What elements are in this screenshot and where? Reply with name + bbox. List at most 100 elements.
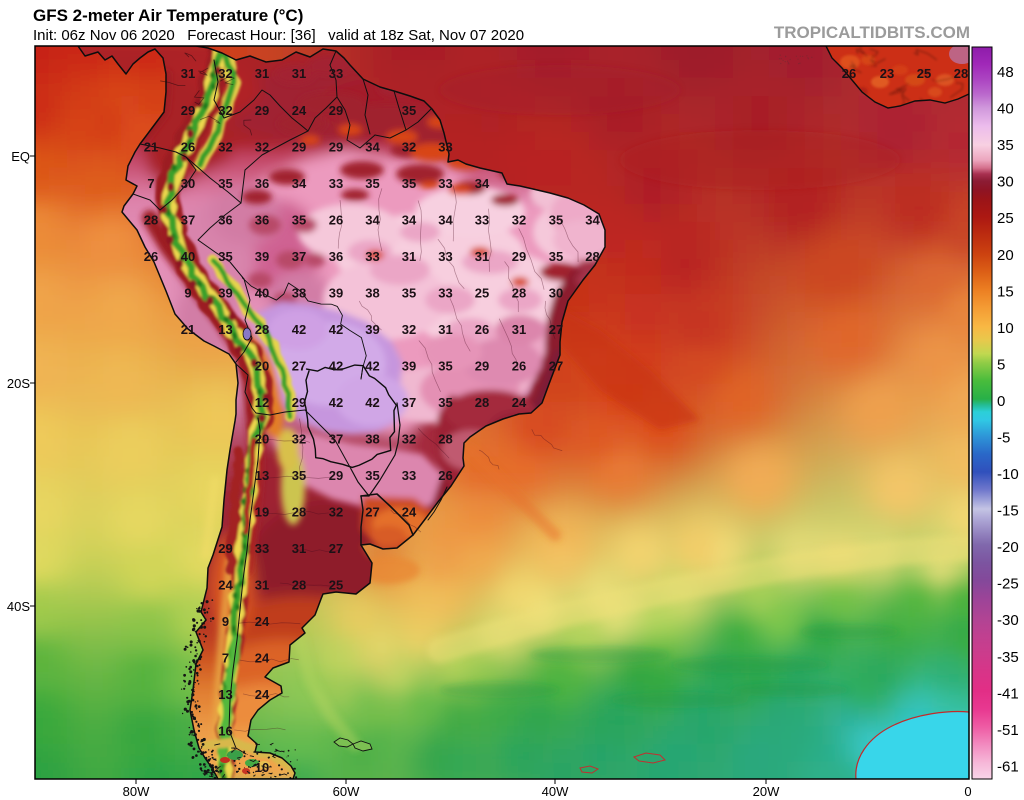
svg-text:35: 35 [438, 395, 452, 410]
svg-text:31: 31 [292, 66, 306, 81]
svg-text:25: 25 [997, 210, 1014, 227]
svg-text:9: 9 [184, 286, 191, 301]
svg-text:34: 34 [475, 176, 490, 191]
svg-text:19: 19 [255, 505, 269, 520]
svg-text:38: 38 [292, 286, 306, 301]
svg-text:32: 32 [292, 432, 306, 447]
svg-text:40: 40 [255, 286, 269, 301]
svg-text:35: 35 [365, 176, 379, 191]
svg-text:32: 32 [402, 322, 416, 337]
svg-text:39: 39 [329, 286, 343, 301]
svg-text:27: 27 [549, 359, 563, 374]
svg-text:29: 29 [329, 103, 343, 118]
svg-text:13: 13 [255, 468, 269, 483]
svg-text:35: 35 [549, 213, 563, 228]
svg-text:32: 32 [218, 103, 232, 118]
svg-text:5: 5 [997, 356, 1005, 373]
svg-text:29: 29 [181, 103, 195, 118]
svg-text:26: 26 [842, 66, 856, 81]
svg-text:28: 28 [512, 286, 526, 301]
svg-text:40: 40 [181, 249, 195, 264]
svg-text:25: 25 [475, 286, 489, 301]
svg-text:42: 42 [292, 322, 306, 337]
svg-text:31: 31 [475, 249, 489, 264]
svg-text:-61: -61 [997, 758, 1019, 775]
svg-text:32: 32 [402, 432, 416, 447]
svg-text:26: 26 [329, 213, 343, 228]
svg-text:29: 29 [329, 140, 343, 155]
svg-text:33: 33 [329, 66, 343, 81]
svg-text:28: 28 [954, 66, 968, 81]
svg-text:10: 10 [255, 760, 269, 775]
svg-text:26: 26 [512, 359, 526, 374]
svg-text:16: 16 [218, 724, 232, 739]
svg-text:-10: -10 [997, 466, 1019, 483]
svg-text:13: 13 [218, 687, 232, 702]
svg-text:35: 35 [218, 249, 232, 264]
svg-text:38: 38 [365, 286, 379, 301]
svg-text:0: 0 [997, 393, 1005, 410]
svg-text:29: 29 [292, 395, 306, 410]
svg-text:21: 21 [144, 140, 158, 155]
svg-text:9: 9 [222, 614, 229, 629]
svg-text:33: 33 [402, 468, 416, 483]
svg-text:38: 38 [365, 432, 379, 447]
svg-text:21: 21 [181, 322, 195, 337]
svg-text:37: 37 [181, 213, 195, 228]
svg-text:32: 32 [255, 140, 269, 155]
svg-text:31: 31 [255, 66, 269, 81]
svg-text:-35: -35 [997, 649, 1019, 666]
svg-text:27: 27 [365, 505, 379, 520]
svg-text:27: 27 [292, 359, 306, 374]
svg-text:20W: 20W [753, 784, 780, 799]
svg-text:30: 30 [181, 176, 195, 191]
svg-text:10: 10 [997, 320, 1014, 337]
svg-text:24: 24 [402, 505, 417, 520]
svg-text:24: 24 [255, 651, 270, 666]
svg-text:29: 29 [255, 103, 269, 118]
svg-text:28: 28 [585, 249, 599, 264]
svg-text:35: 35 [218, 176, 232, 191]
svg-text:7: 7 [222, 651, 229, 666]
svg-text:35: 35 [402, 286, 416, 301]
svg-text:31: 31 [438, 322, 452, 337]
svg-text:28: 28 [255, 322, 269, 337]
svg-text:39: 39 [255, 249, 269, 264]
svg-text:-15: -15 [997, 503, 1019, 520]
svg-text:36: 36 [255, 213, 269, 228]
svg-text:35: 35 [402, 103, 416, 118]
svg-text:33: 33 [438, 176, 452, 191]
svg-text:42: 42 [365, 359, 379, 374]
svg-text:TROPICALTIDBITS.COM: TROPICALTIDBITS.COM [774, 23, 970, 42]
svg-text:15: 15 [997, 283, 1014, 300]
svg-text:26: 26 [475, 322, 489, 337]
svg-text:34: 34 [438, 213, 453, 228]
svg-text:33: 33 [438, 140, 452, 155]
svg-text:13: 13 [218, 322, 232, 337]
svg-text:29: 29 [218, 541, 232, 556]
svg-text:32: 32 [402, 140, 416, 155]
svg-text:EQ: EQ [11, 149, 30, 164]
svg-text:23: 23 [880, 66, 894, 81]
svg-text:32: 32 [329, 505, 343, 520]
svg-text:37: 37 [292, 249, 306, 264]
svg-text:28: 28 [438, 432, 452, 447]
svg-text:35: 35 [365, 468, 379, 483]
svg-text:20: 20 [255, 359, 269, 374]
svg-text:29: 29 [475, 359, 489, 374]
svg-text:20S: 20S [7, 376, 30, 391]
svg-text:24: 24 [255, 614, 270, 629]
svg-text:37: 37 [329, 432, 343, 447]
svg-text:60W: 60W [333, 784, 360, 799]
svg-text:-30: -30 [997, 612, 1019, 629]
svg-text:24: 24 [292, 103, 307, 118]
svg-text:33: 33 [438, 286, 452, 301]
svg-text:34: 34 [292, 176, 307, 191]
svg-text:-41: -41 [997, 685, 1019, 702]
svg-text:32: 32 [218, 140, 232, 155]
svg-text:42: 42 [365, 395, 379, 410]
svg-text:29: 29 [512, 249, 526, 264]
svg-text:35: 35 [402, 176, 416, 191]
svg-text:31: 31 [255, 578, 269, 593]
svg-text:40: 40 [997, 101, 1014, 118]
